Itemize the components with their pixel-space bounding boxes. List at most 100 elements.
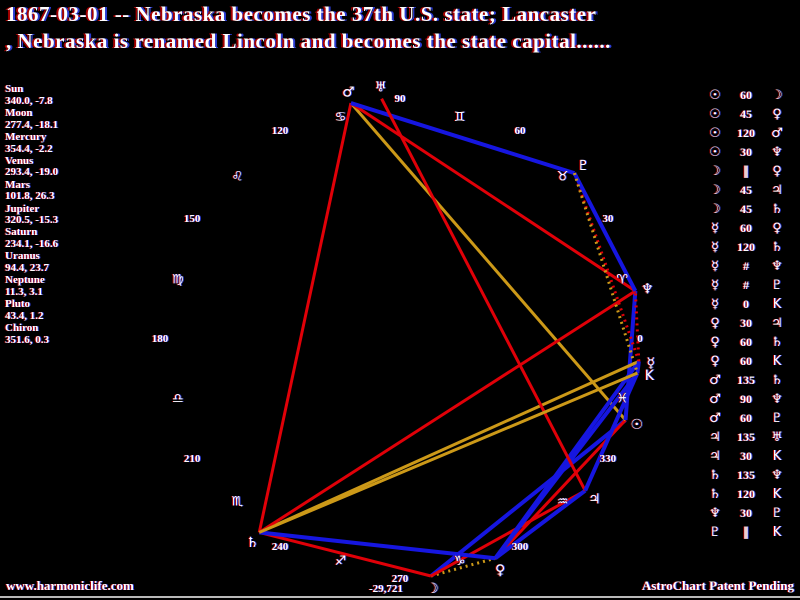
zodiac-sign-icon-virgo: ♍ xyxy=(173,272,185,287)
degree-label-270: 270 xyxy=(391,573,408,585)
degree-label-210: 210 xyxy=(185,453,202,465)
planet-icon-pluto: ♇ xyxy=(578,158,591,174)
moon-annotation: -29,721 xyxy=(369,583,403,595)
planet-icon-pluto: ♇ xyxy=(577,158,590,174)
aspect-value: 30 xyxy=(740,145,752,159)
degree-label-60: 60 xyxy=(516,125,528,137)
aspect-row-sun-venus: ☉ 45 ♀ xyxy=(703,105,797,124)
degree-label-60: 60 xyxy=(514,125,526,137)
aspect-value: # xyxy=(743,259,749,273)
planet-glyph-neptune: ♆ xyxy=(771,259,783,274)
degree-label-30: 30 xyxy=(601,213,613,225)
degree-label-240: 240 xyxy=(272,541,289,553)
zodiac-sign-icon-libra: ♎ xyxy=(173,392,185,407)
zodiac-sign-icon-capricorn: ♑ xyxy=(455,554,467,569)
zodiac-sign-icon-aries: ♈ xyxy=(617,272,629,287)
planet-glyph-sun: ☉ xyxy=(709,107,721,122)
planet-icon-saturn: ♄ xyxy=(246,535,259,551)
degree-label-150: 150 xyxy=(184,213,201,225)
aspect-line-mercury-0-chiron xyxy=(635,361,641,374)
planet-icon-saturn: ♄ xyxy=(245,535,258,551)
planet-icon-sun: ☉ xyxy=(632,417,645,433)
planet-glyph-mercury: ☿ xyxy=(711,259,719,274)
zodiac-sign-icon-scorpio: ♏ xyxy=(231,495,243,510)
planet-icon-venus: ♀ xyxy=(494,562,504,578)
planet-icon-jupiter: ♃ xyxy=(589,491,602,507)
aspect-line-sun-45-venus xyxy=(494,419,627,560)
degree-label-240: 240 xyxy=(273,541,290,553)
planet-name: Saturn xyxy=(5,226,38,239)
planet-glyph-uranus: ♅ xyxy=(771,430,783,445)
planet-icon-moon: ☽ xyxy=(426,581,439,597)
aspect-value: 120 xyxy=(737,240,755,254)
zodiac-sign-icon-pisces: ♓ xyxy=(615,392,627,407)
aspect-value: 45 xyxy=(740,107,752,121)
planet-glyph-moon: ☽ xyxy=(709,183,721,198)
planet-glyph-venus: ♀ xyxy=(710,335,720,350)
aspect-value: 135 xyxy=(737,468,755,482)
planet-icon-moon: ☽ xyxy=(425,581,438,597)
planet-glyph-saturn: ♄ xyxy=(771,240,783,255)
degree-label-150: 150 xyxy=(185,213,202,225)
planet-glyph-mars: ♂ xyxy=(771,126,783,141)
aspect-row-moon-jupiter: ☽ 45 ♃ xyxy=(703,181,797,200)
aspect-value: 45 xyxy=(740,183,752,197)
planet-glyph-mercury: ☿ xyxy=(711,278,719,293)
planet-glyph-pluto: ♇ xyxy=(771,278,783,293)
aspect-row-venus-jupiter: ♀ 30 ♃ xyxy=(703,314,797,333)
planet-icon-venus: ♀ xyxy=(496,562,506,578)
planet-icon-venus: ♀ xyxy=(495,562,505,578)
planet-glyph-jupiter: ♃ xyxy=(709,430,721,445)
planet-readout-mercury: Mercury 354.4, -2.2 xyxy=(5,131,58,155)
zodiac-sign-icon-pisces: ♓ xyxy=(616,392,628,407)
planet-glyph-venus: ♀ xyxy=(710,354,720,369)
degree-label-210: 210 xyxy=(183,453,200,465)
aspect-value: 30 xyxy=(740,316,752,330)
zodiac-sign-icon-scorpio: ♏ xyxy=(232,495,244,510)
planet-readout-neptune: Neptune 11.3, 3.1 xyxy=(5,275,58,298)
aspect-row-mercury-saturn: ☿ 120 ♄ xyxy=(703,238,797,257)
aspect-value: 60 xyxy=(740,88,752,102)
planet-icon-mars: ♂ xyxy=(341,84,354,100)
planet-glyph-mars: ♂ xyxy=(709,411,721,426)
zodiac-sign-icon-pisces: ♓ xyxy=(617,392,629,407)
planet-glyph-saturn: ♄ xyxy=(709,487,721,502)
aspect-line-mercury-#-pluto xyxy=(572,172,641,362)
planet-icon-neptune: ♆ xyxy=(640,282,653,298)
planet-readout-saturn: Saturn 234.1, -16.6 xyxy=(5,227,58,250)
planet-icon-mercury: ☿ xyxy=(647,356,656,372)
degree-label-0: 0 xyxy=(638,333,644,345)
zodiac-sign-icon-aquarius: ♒ xyxy=(557,495,569,510)
zodiac-sign-icon-virgo: ♍ xyxy=(171,272,183,287)
aspect-value: 30 xyxy=(740,449,752,463)
degree-label-180: 180 xyxy=(152,333,169,345)
degree-label-150: 150 xyxy=(183,213,200,225)
aspect-line-venus-60-saturn xyxy=(259,530,496,561)
degree-label-180: 180 xyxy=(153,333,170,345)
planet-icon-saturn: ♄ xyxy=(247,535,260,551)
planet-name: Pluto xyxy=(5,298,31,311)
planet-glyph-sun: ☉ xyxy=(709,88,721,103)
planet-glyph-mercury: ☿ xyxy=(711,240,719,255)
planet-readout-pluto: Pluto 43.4, 1.2 xyxy=(5,298,58,322)
title-line-1: 1867-03-01 -- Nebraska becomes the 37th … xyxy=(6,2,597,26)
aspect-row-moon-venus: ☽ ∥ ♀ xyxy=(703,162,797,181)
aspect-row-mercury-pluto: ☿ # ♇ xyxy=(703,276,797,295)
degree-label-120: 120 xyxy=(272,125,289,137)
zodiac-sign-icon-virgo: ♍ xyxy=(172,272,184,287)
aspect-line-moon-45-saturn xyxy=(258,530,432,578)
planet-icon-jupiter: ♃ xyxy=(588,491,601,507)
degree-label-330: 330 xyxy=(599,453,616,465)
aspect-line-mars-60-pluto xyxy=(350,101,575,176)
planet-readout-venus: Venus 293.4, -19.0 xyxy=(5,155,59,179)
planet-icon-chiron: K xyxy=(646,368,656,384)
moon-annotation: -29,721 xyxy=(370,583,404,595)
zodiac-sign-icon-cancer: ♋ xyxy=(335,110,347,125)
planet-longitude-declination: 293.4, -19.0 xyxy=(5,166,59,179)
aspect-line-moon-∥-venus xyxy=(430,556,496,578)
degree-label-300: 300 xyxy=(512,541,529,553)
planet-longitude-declination: 354.4, -2.2 xyxy=(5,142,53,155)
planet-readout-jupiter: Jupiter 320.5, -15.3 xyxy=(5,203,58,227)
aspect-row-sun-neptune: ☉ 30 ♆ xyxy=(703,143,797,162)
